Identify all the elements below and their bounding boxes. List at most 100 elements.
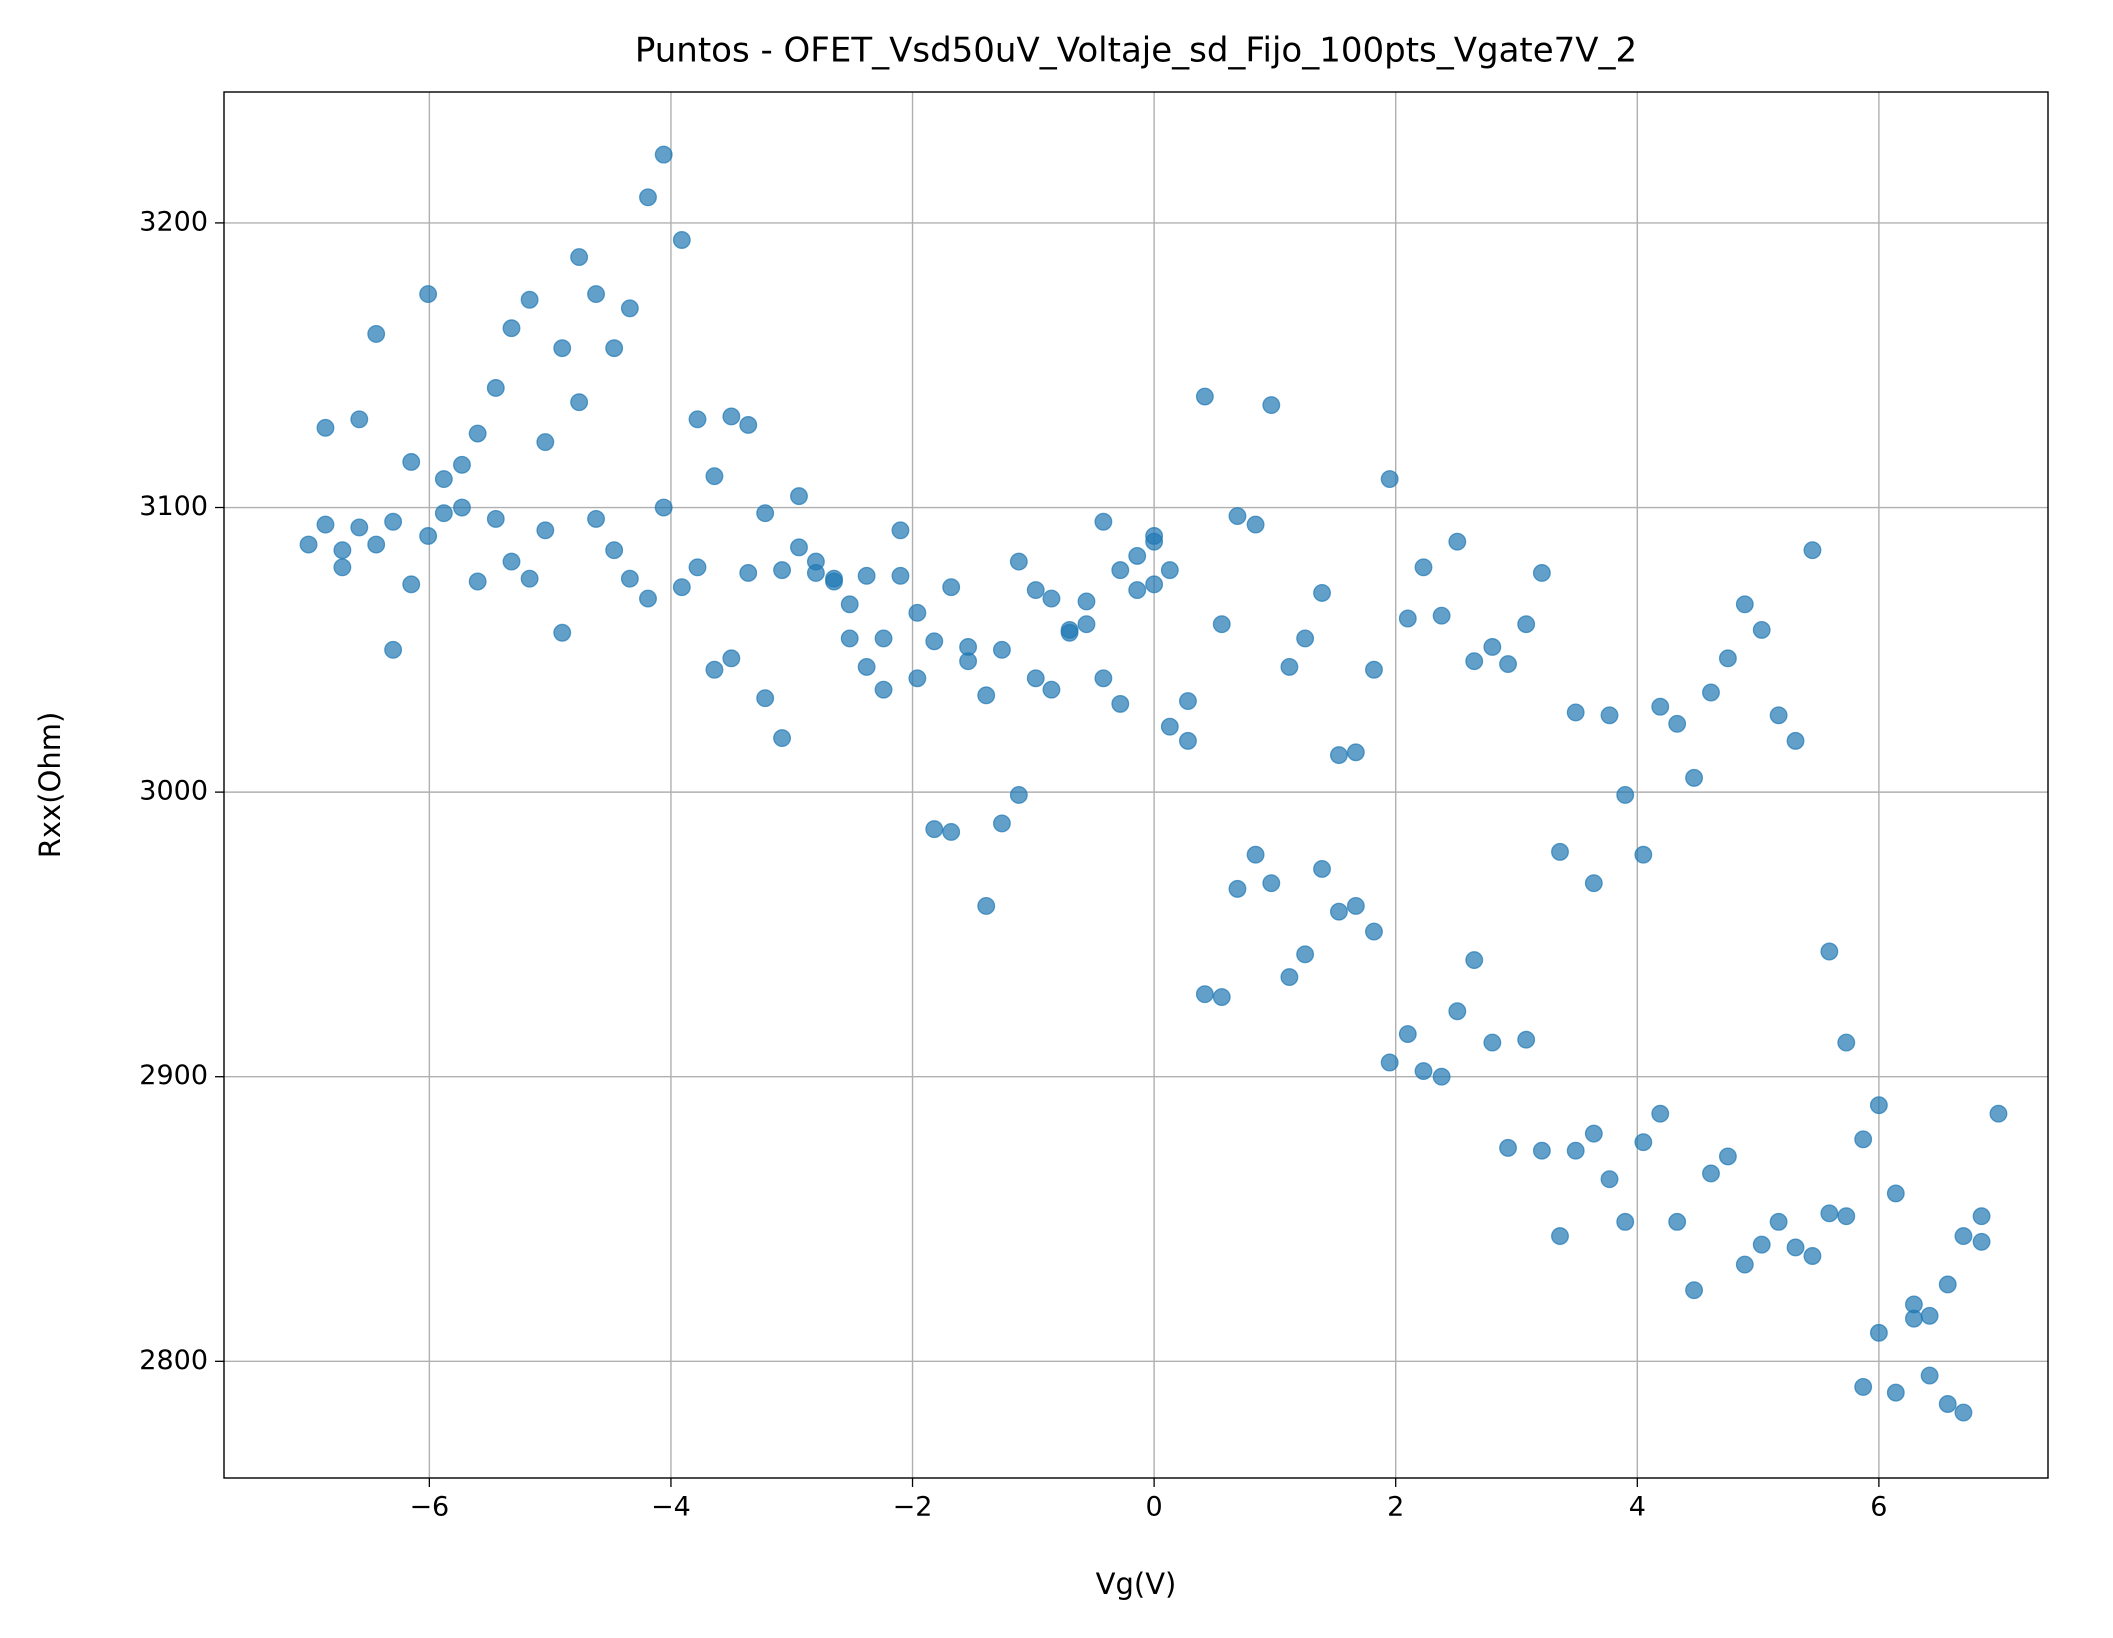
point [1634, 845, 1653, 864]
point [773, 561, 792, 580]
point [1346, 743, 1365, 762]
point [1009, 786, 1028, 804]
point [1920, 1366, 1939, 1385]
point [639, 589, 657, 608]
point [654, 145, 673, 164]
point [587, 285, 605, 304]
point [1566, 703, 1585, 722]
point [942, 578, 961, 597]
point [605, 339, 624, 358]
point [587, 509, 605, 528]
point [1365, 660, 1383, 679]
point [722, 649, 741, 668]
point [316, 418, 335, 437]
point [1246, 515, 1265, 534]
point [977, 897, 996, 915]
point [688, 410, 707, 429]
plot-frame [223, 91, 2049, 1479]
point [350, 518, 369, 537]
point [1803, 1247, 1822, 1265]
point [1616, 1212, 1635, 1231]
point [1920, 1306, 1939, 1325]
point [1584, 874, 1603, 893]
point [620, 299, 639, 318]
point [1668, 714, 1687, 733]
y-tick-label: 3100 [139, 491, 208, 522]
point [654, 498, 673, 517]
point [1685, 768, 1704, 787]
point [1026, 669, 1045, 688]
point [419, 285, 438, 304]
point [891, 521, 910, 540]
point [1212, 988, 1231, 1006]
point [874, 680, 893, 699]
point [1517, 1030, 1536, 1049]
point [1702, 1164, 1720, 1183]
point [1616, 786, 1635, 804]
point [333, 541, 352, 560]
point [1195, 387, 1214, 406]
point [1465, 652, 1484, 671]
point [1026, 581, 1045, 599]
chart-title: Puntos - OFET_Vsd50uV_Voltaje_sd_Fijo_10… [635, 31, 1637, 71]
point [1972, 1232, 1991, 1251]
point [857, 566, 876, 585]
point [1769, 1212, 1788, 1231]
point [536, 433, 555, 452]
point [722, 407, 741, 426]
point [1668, 1212, 1687, 1231]
point [977, 686, 996, 705]
point [468, 572, 487, 591]
point [1077, 592, 1096, 611]
x-tick-label: −2 [893, 1492, 933, 1523]
point [1499, 1138, 1517, 1157]
point [1296, 629, 1315, 648]
point [1280, 657, 1299, 676]
y-tick-label: 3000 [139, 776, 208, 807]
point [739, 564, 758, 582]
point [1718, 649, 1737, 668]
point [959, 652, 978, 671]
point [520, 569, 539, 588]
point [1837, 1033, 1856, 1052]
point [620, 569, 639, 588]
point [1837, 1207, 1856, 1226]
point [1600, 1170, 1619, 1189]
point [1752, 1235, 1771, 1254]
point [672, 231, 691, 249]
point [1820, 1204, 1839, 1223]
point [1432, 1067, 1451, 1086]
point [570, 393, 589, 412]
point [1786, 731, 1805, 750]
point [1128, 546, 1147, 565]
point [570, 248, 589, 267]
point [502, 319, 521, 338]
point [1228, 879, 1247, 898]
point [367, 535, 386, 554]
point [1160, 717, 1179, 736]
point [1380, 470, 1399, 489]
point [1313, 860, 1331, 878]
point [553, 623, 572, 642]
point [773, 729, 792, 747]
point [1702, 683, 1720, 702]
point [1398, 609, 1417, 628]
point [790, 487, 808, 506]
point [1195, 985, 1214, 1004]
point [367, 324, 386, 343]
point [1160, 561, 1179, 580]
point [434, 504, 453, 523]
point [1566, 1141, 1585, 1160]
y-tick-label: 2800 [139, 1345, 208, 1376]
point [1329, 902, 1348, 921]
x-tick-label: 4 [1629, 1492, 1646, 1523]
point [840, 595, 859, 614]
point [1483, 1033, 1502, 1052]
point [1111, 694, 1130, 713]
point [756, 689, 775, 708]
point [1262, 874, 1281, 893]
point [1145, 532, 1164, 551]
point [1685, 1281, 1704, 1300]
point [402, 575, 421, 594]
